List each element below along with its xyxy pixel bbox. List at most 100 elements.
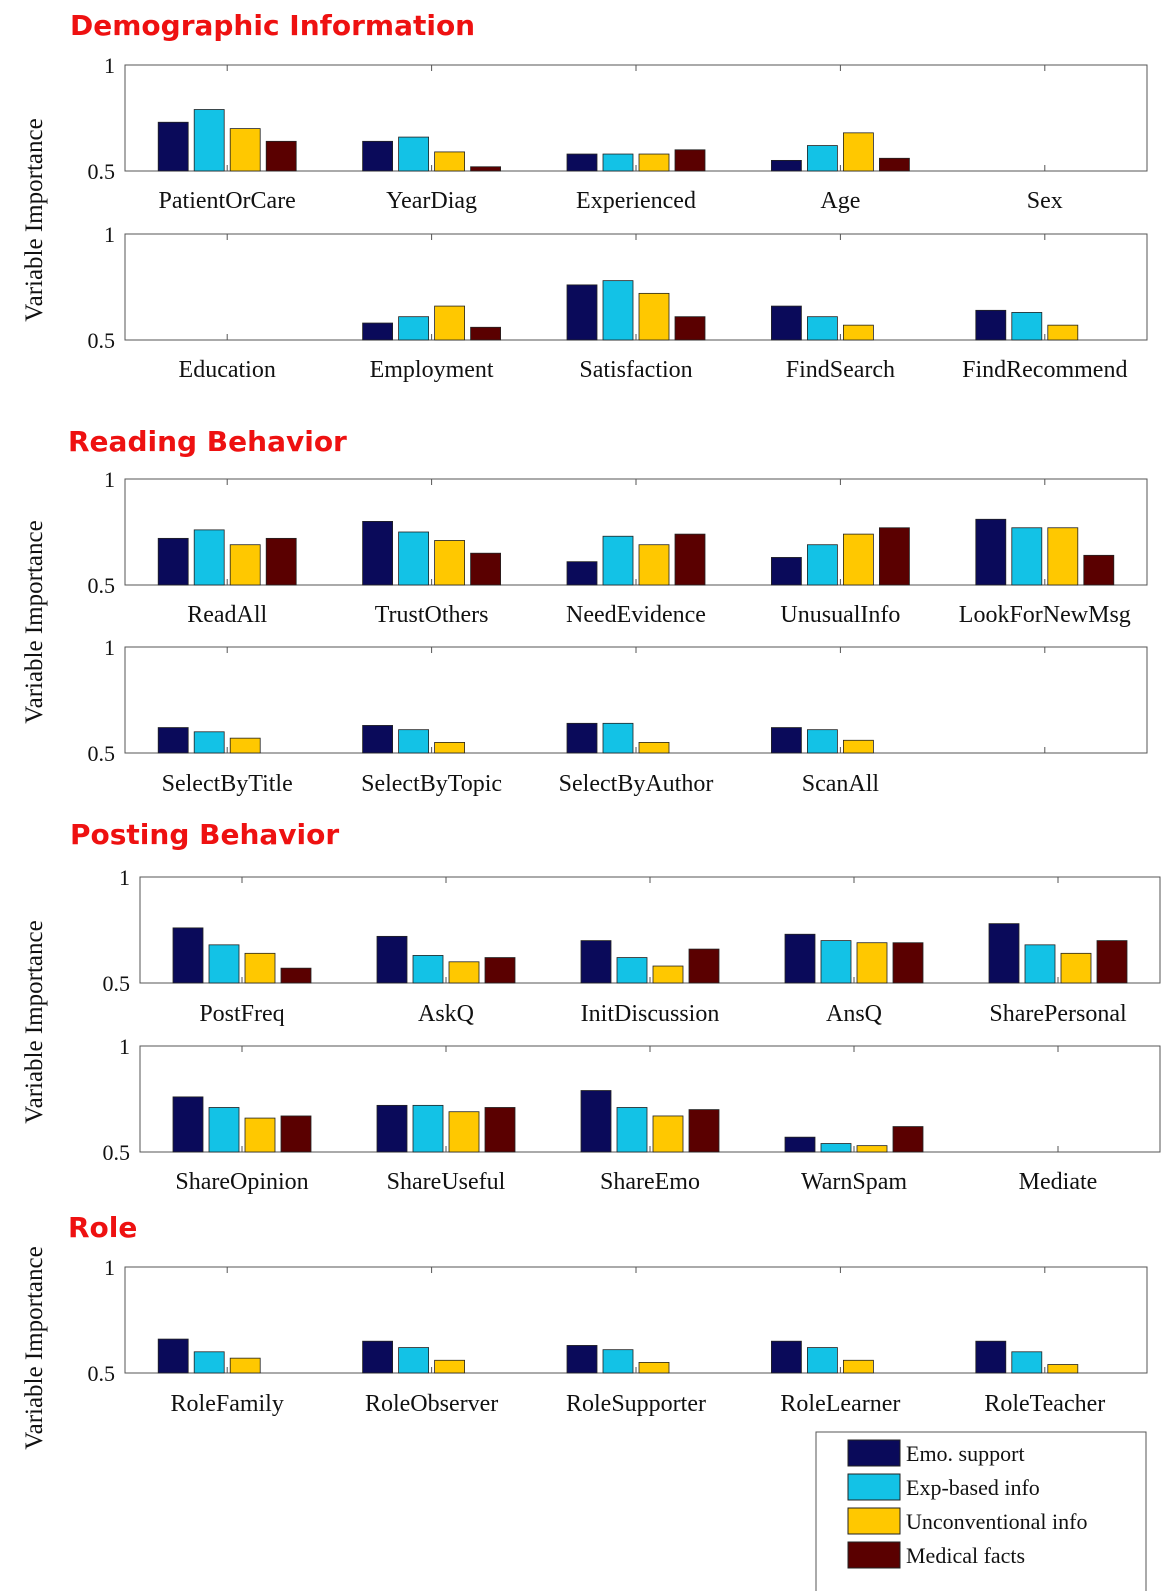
bar-unconv [229, 128, 261, 172]
bar-med [674, 316, 706, 341]
bar-exp [398, 136, 430, 172]
bar-emo [362, 521, 394, 586]
category-label: PostFreq [199, 1001, 284, 1027]
bar-exp [398, 531, 430, 586]
bar-unconv [229, 737, 261, 754]
legend-items: Emo. support Exp-based info Unconventional… [847, 1439, 1087, 1569]
y-axis-label-role: Variable Importance [21, 1246, 48, 1449]
bar-unconv [1047, 527, 1079, 586]
bar-med [280, 967, 312, 984]
bar-med [470, 326, 502, 341]
y-axis-label-demographic: Variable Importance [21, 118, 48, 321]
category-label: NeedEvidence [566, 602, 706, 628]
category-label: AskQ [418, 1001, 474, 1027]
bar-emo [784, 1136, 816, 1153]
category-label: FindSearch [786, 357, 895, 383]
bar-emo [157, 1338, 189, 1374]
category-label: Education [179, 357, 276, 383]
y-tick-label: 0.5 [88, 1361, 116, 1386]
category-label: Satisfaction [579, 357, 692, 383]
bar-emo [376, 935, 408, 984]
bar-unconv [1060, 952, 1092, 984]
bar-med [1096, 940, 1128, 984]
chart-panel-6: 1 0.5 ShareOpinion ShareUseful ShareEmo WarnS… [103, 1034, 1161, 1195]
bar-med [674, 533, 706, 586]
bar-emo [975, 518, 1007, 586]
y-tick-label: 1 [104, 222, 115, 247]
bar-exp [820, 940, 852, 984]
bar-emo [362, 1340, 394, 1374]
bar-exp [208, 944, 240, 984]
plot-area-frame [124, 646, 1148, 754]
bar-emo [566, 1345, 598, 1374]
category-label: AnsQ [826, 1001, 882, 1027]
bar-exp [412, 955, 444, 984]
bar-exp [602, 1349, 634, 1374]
bar-exp [807, 729, 838, 754]
bar-med [879, 157, 910, 172]
bar-emo [580, 940, 612, 984]
bar-unconv [448, 961, 480, 984]
bar-emo [566, 561, 598, 586]
chart-panels: 1 0.5 PatientOrCare YearDiag Experienced Age S… [88, 53, 1161, 1417]
bar-unconv [434, 151, 466, 172]
bar-unconv [1047, 1364, 1079, 1374]
chart-panel-3: 1 0.5 ReadAll TrustOthers NeedEvidence Unusua… [88, 467, 1148, 628]
legend-swatch-exp [847, 1473, 901, 1501]
bar-emo [771, 159, 802, 172]
legend-label-emo: Emo. support [906, 1441, 1025, 1466]
y-tick-label: 1 [119, 865, 130, 890]
category-label: ShareOpinion [175, 1169, 308, 1195]
section-title-role: Role [68, 1211, 137, 1244]
bar-emo [172, 927, 204, 984]
bar-emo [975, 309, 1007, 341]
bar-unconv [229, 1357, 261, 1374]
category-label: PatientOrCare [159, 188, 296, 214]
category-label: TrustOthers [375, 602, 489, 628]
bar-unconv [434, 1359, 466, 1374]
bar-exp [193, 1351, 225, 1374]
bar-emo [157, 121, 189, 172]
bar-exp [1011, 312, 1043, 341]
bar-med [688, 1109, 720, 1153]
section-title-reading: Reading Behavior [68, 425, 347, 458]
bar-emo [580, 1090, 612, 1153]
category-label: Experienced [576, 188, 696, 214]
bar-exp [1011, 1351, 1043, 1374]
bar-exp [1024, 944, 1056, 984]
bar-unconv [434, 540, 466, 586]
bar-exp [398, 729, 430, 754]
bar-unconv [638, 1362, 670, 1374]
bar-exp [807, 145, 838, 172]
legend-label-med: Medical facts [906, 1543, 1025, 1568]
category-label: UnusualInfo [780, 602, 900, 628]
y-tick-label: 1 [104, 467, 115, 492]
bar-med [484, 1107, 516, 1153]
bar-exp [602, 722, 634, 754]
bar-med [484, 957, 516, 984]
bar-exp [193, 109, 225, 172]
y-tick-label: 0.5 [88, 328, 116, 353]
category-label: Mediate [1019, 1169, 1098, 1195]
category-label: RoleTeacher [984, 1391, 1105, 1417]
bar-unconv [244, 1117, 276, 1153]
bar-exp [616, 957, 648, 984]
bar-emo [362, 322, 394, 341]
category-label: SelectByAuthor [559, 771, 714, 797]
bar-emo [157, 727, 189, 754]
bar-unconv [856, 1145, 888, 1153]
bar-emo [771, 1340, 802, 1374]
legend-swatch-med [847, 1541, 901, 1569]
bar-exp [398, 316, 430, 341]
chart-panel-2: 1 0.5 Education Employment Satisfaction FindS… [88, 222, 1148, 383]
y-tick-label: 0.5 [88, 573, 116, 598]
y-axis-label-reading: Variable Importance [21, 520, 48, 723]
y-tick-label: 0.5 [103, 1140, 131, 1165]
category-label: InitDiscussion [581, 1001, 720, 1027]
bar-med [688, 948, 720, 984]
bar-med [470, 166, 502, 172]
legend-box [815, 1431, 1147, 1591]
bar-med [892, 942, 924, 984]
category-label: SelectByTopic [361, 771, 502, 797]
bar-exp [193, 731, 225, 754]
